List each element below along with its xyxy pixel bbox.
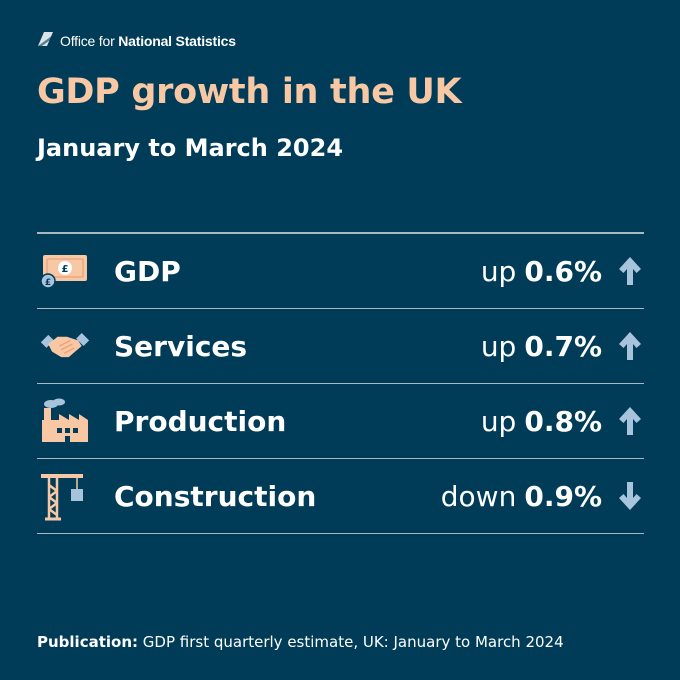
- row-percent-construction: 0.9%: [524, 479, 602, 513]
- page-subtitle: January to March 2024: [37, 134, 344, 162]
- row-percent-production: 0.8%: [524, 404, 602, 438]
- row-value-gdp: up 0.6%: [481, 255, 602, 288]
- table-row-construction: Construction down 0.9%: [37, 459, 644, 534]
- row-label-services: Services: [114, 329, 248, 363]
- arrow-down-icon: [616, 479, 644, 513]
- svg-text:£: £: [45, 278, 51, 288]
- publication-footer: Publication: GDP first quarterly estimat…: [37, 633, 564, 651]
- row-percent-services: 0.7%: [524, 329, 602, 363]
- table-row-production: Production up 0.8%: [37, 384, 644, 459]
- row-direction-construction: down: [440, 479, 517, 513]
- row-label-production: Production: [114, 404, 287, 438]
- row-direction-gdp: up: [480, 254, 517, 288]
- row-label-gdp: GDP: [114, 254, 181, 288]
- ons-logo-icon: [37, 31, 54, 50]
- row-direction-services: up: [480, 329, 517, 363]
- page-title: GDP growth in the UK: [37, 72, 462, 112]
- row-value-production: up 0.8%: [481, 405, 602, 438]
- sector-table: £ £ GDP up 0.6% Services up 0.7%: [37, 232, 644, 534]
- arrow-up-icon: [616, 254, 644, 288]
- publication-label: Publication:: [37, 633, 139, 651]
- row-direction-production: up: [480, 404, 517, 438]
- row-percent-gdp: 0.6%: [524, 254, 602, 288]
- publication-text: GDP first quarterly estimate, UK: Januar…: [138, 633, 564, 651]
- ons-logo: Office for National Statistics: [37, 31, 236, 50]
- arrow-up-icon: [616, 329, 644, 363]
- crane-icon: [39, 474, 91, 521]
- org-name-light: Office for: [60, 32, 119, 49]
- row-value-construction: down 0.9%: [441, 480, 602, 513]
- arrow-up-icon: [616, 404, 644, 438]
- handshake-icon: [39, 324, 91, 368]
- table-row-gdp: £ £ GDP up 0.6%: [37, 234, 644, 309]
- table-row-services: Services up 0.7%: [37, 309, 644, 384]
- org-name-bold: National Statistics: [118, 32, 236, 49]
- svg-text:£: £: [62, 264, 69, 275]
- banknote-icon: £ £: [39, 249, 91, 293]
- ons-logo-text: Office for National Statistics: [60, 33, 236, 49]
- row-label-construction: Construction: [114, 479, 317, 513]
- row-value-services: up 0.7%: [481, 330, 602, 363]
- factory-icon: [39, 398, 91, 443]
